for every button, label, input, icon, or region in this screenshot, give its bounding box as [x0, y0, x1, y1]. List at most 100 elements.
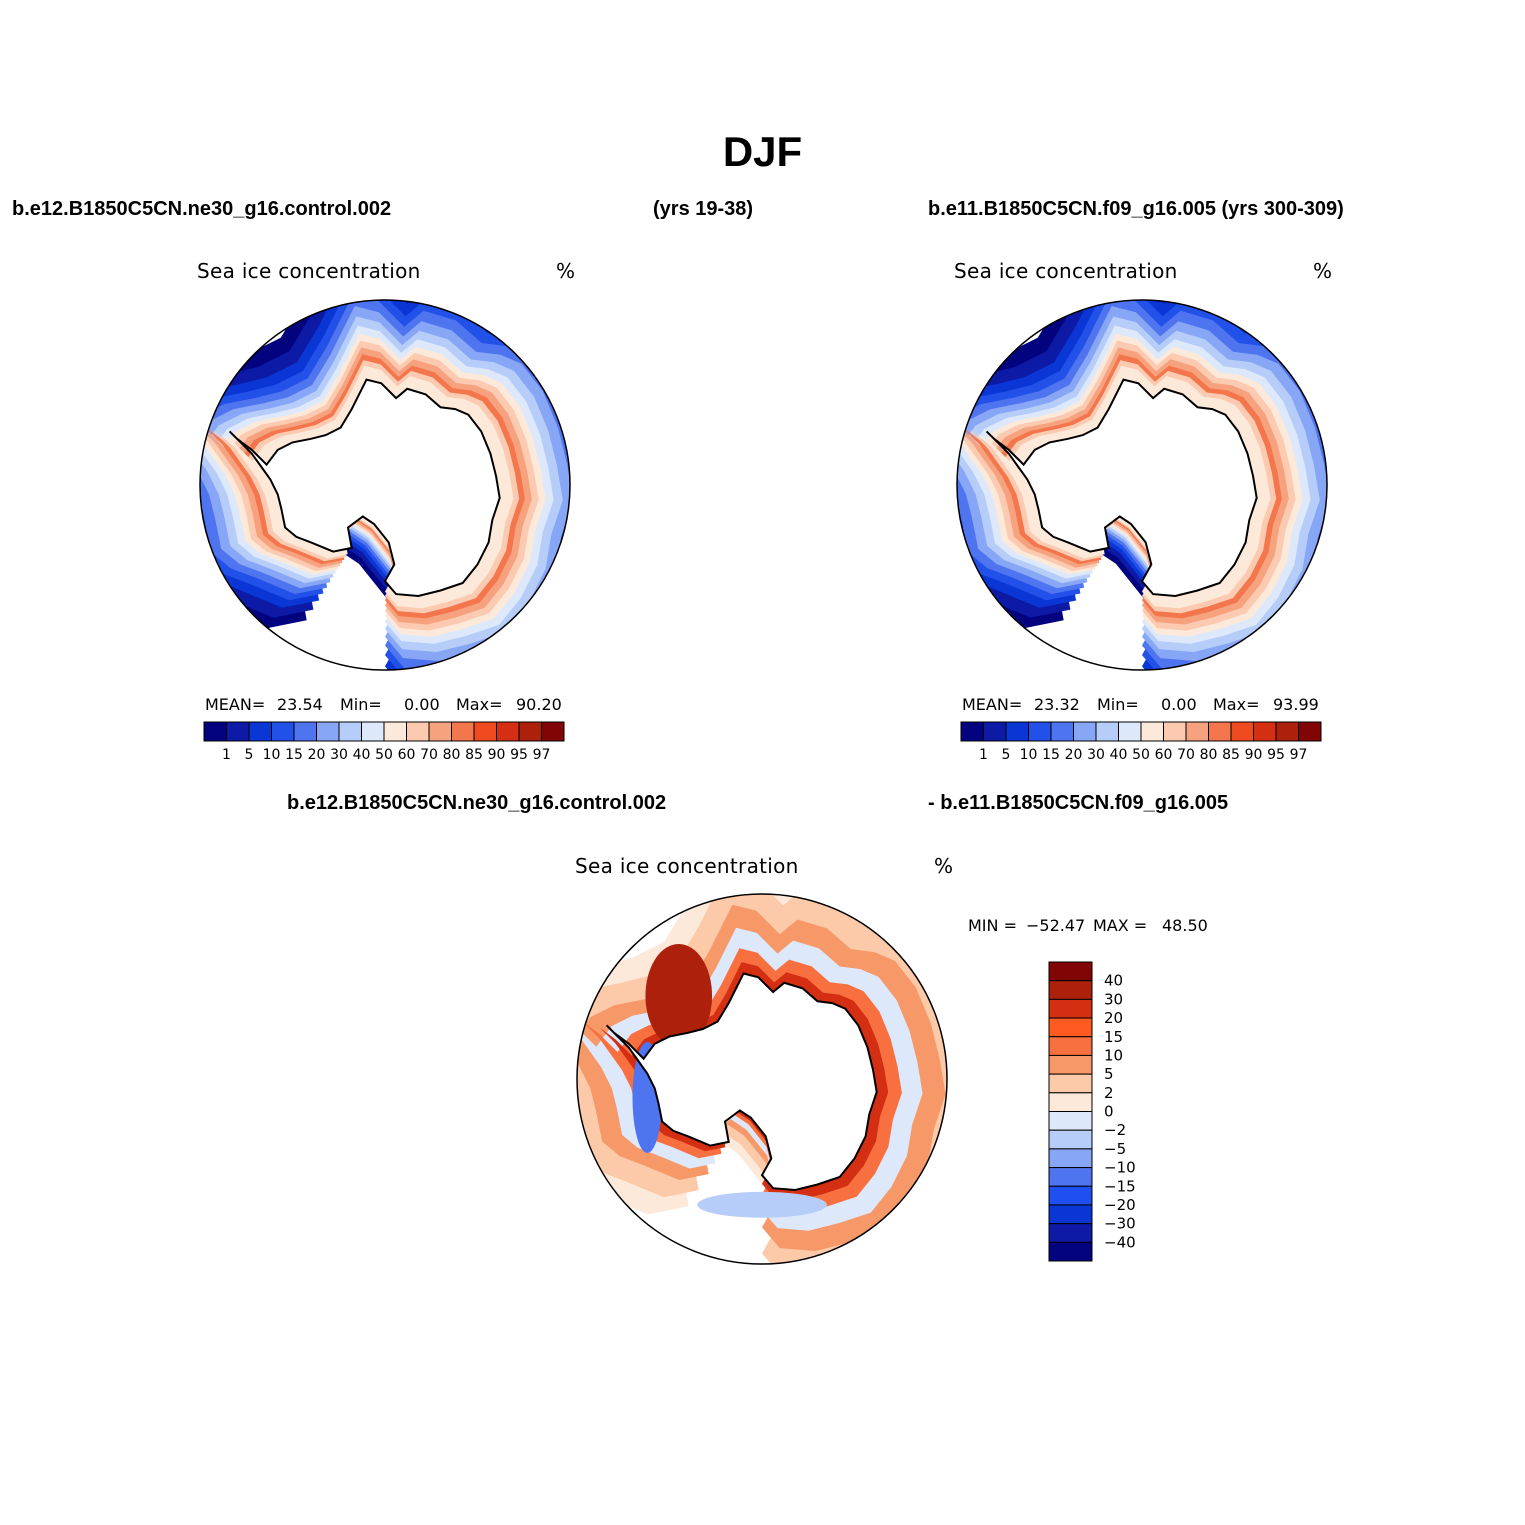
colorbar-swatch [1028, 721, 1052, 742]
colorbar-swatch [1048, 1017, 1093, 1038]
colorbar-swatch [406, 721, 430, 742]
colorbar-swatch [1050, 721, 1074, 742]
colorbar-tick-label: 95 [1267, 747, 1285, 763]
diff-hotspot [645, 943, 713, 1048]
colorbar-swatch [271, 721, 295, 742]
colorbar-tick-label: 1 [222, 747, 231, 763]
panel1-min-label: Min= [340, 695, 382, 714]
colorbar-swatch [1005, 721, 1029, 742]
diff-coldband [697, 1191, 827, 1218]
colorbar-swatch [226, 721, 250, 742]
map-border [199, 299, 571, 671]
panel3-units: % [934, 854, 954, 878]
colorbar-tick-label: 10 [1020, 747, 1038, 763]
map-border [576, 893, 948, 1265]
colorbar-swatch [1163, 721, 1187, 742]
colorbar-tick-label: −2 [1104, 1121, 1126, 1139]
panel1-colorbar: 1 5 10 15 20 30 40 50 60 70 80 85 90 95 97 [203, 721, 565, 763]
panel2-title: Sea ice concentration [954, 259, 1178, 283]
colorbar-swatch [1140, 721, 1164, 742]
panel2-mean-label: MEAN= [962, 695, 1023, 714]
colorbar-swatch [338, 721, 362, 742]
colorbar-tick-label: 80 [1200, 747, 1218, 763]
colorbar-swatch [1048, 1054, 1093, 1075]
colorbar-tick-label: 2 [1104, 1084, 1114, 1102]
panel3-max-label: MAX = [1093, 916, 1148, 935]
colorbar-tick-label: 15 [1042, 747, 1060, 763]
colorbar-tick-label: 1 [979, 747, 988, 763]
colorbar-tick-label: 20 [308, 747, 326, 763]
colorbar-tick-label: 20 [1104, 1009, 1123, 1027]
panel3-min-value: −52.47 [1026, 916, 1086, 935]
case-a-years: (yrs 19-38) [653, 198, 754, 220]
colorbar-swatch [428, 721, 452, 742]
colorbar-swatch [518, 721, 542, 742]
colorbar-swatch [1298, 721, 1322, 742]
colorbar-tick-label: 85 [1222, 747, 1240, 763]
colorbar-tick-label: −40 [1104, 1233, 1136, 1251]
diff-label-a: b.e12.B1850C5CN.ne30_g16.control.002 [287, 792, 667, 814]
colorbar-tick-label: −15 [1104, 1177, 1136, 1195]
colorbar-tick-label: 40 [1104, 972, 1123, 990]
colorbar-swatch [1073, 721, 1097, 742]
colorbar-tick-label: 60 [398, 747, 416, 763]
antarctica-landmass [605, 972, 878, 1192]
colorbar-tick-label: 40 [353, 747, 371, 763]
colorbar-swatch [1048, 998, 1093, 1019]
panel2-mean-value: 23.32 [1034, 695, 1080, 714]
colorbar-swatch [1048, 1204, 1093, 1225]
colorbar-swatch [1048, 980, 1093, 1000]
diff-label-b: - b.e11.B1850C5CN.f09_g16.005 [928, 792, 1229, 814]
colorbar-tick-label: 5 [1104, 1065, 1114, 1083]
case-b-label: b.e11.B1850C5CN.f09_g16.005 (yrs 300-309… [928, 198, 1344, 220]
colorbar-swatch [1118, 721, 1142, 742]
map-border [956, 299, 1328, 671]
colorbar-swatch [1048, 1036, 1093, 1056]
colorbar-swatch [383, 721, 407, 742]
colorbar-tick-label: 0 [1104, 1103, 1114, 1121]
colorbar-swatch [1048, 1185, 1093, 1206]
colorbar-tick-label: 5 [245, 747, 254, 763]
panel2-colorbar: 1 5 10 15 20 30 40 50 60 70 80 85 90 95 97 [960, 721, 1322, 763]
colorbar-swatch [1048, 1129, 1093, 1150]
colorbar-swatch [1048, 1111, 1093, 1131]
colorbar-tick-label: −5 [1104, 1140, 1126, 1158]
colorbar-tick-label: 5 [1002, 747, 1011, 763]
colorbar-tick-label: 70 [1177, 747, 1195, 763]
colorbar-tick-label: 10 [263, 747, 281, 763]
colorbar-tick-label: 30 [1087, 747, 1105, 763]
colorbar-swatch [541, 721, 565, 742]
colorbar-tick-label: 70 [420, 747, 438, 763]
colorbar-swatch [1048, 1223, 1093, 1243]
colorbar-swatch [1208, 721, 1232, 742]
colorbar-swatch [983, 721, 1007, 742]
panel2-min-value: 0.00 [1161, 695, 1197, 714]
panel1-max-value: 90.20 [516, 695, 562, 714]
colorbar-swatch [361, 721, 385, 742]
colorbar-swatch [1048, 1241, 1093, 1262]
colorbar-tick-label: 15 [1104, 1028, 1123, 1046]
colorbar-tick-label: −30 [1104, 1215, 1136, 1233]
panel1-map [199, 299, 571, 671]
colorbar-tick-label: −20 [1104, 1196, 1136, 1214]
case-a-label: b.e12.B1850C5CN.ne30_g16.control.002 [12, 198, 392, 220]
colorbar-tick-label: 20 [1065, 747, 1083, 763]
colorbar-tick-label: 90 [1245, 747, 1263, 763]
colorbar-tick-label: 95 [510, 747, 528, 763]
colorbar-tick-label: 15 [285, 747, 303, 763]
colorbar-tick-label: 97 [1290, 747, 1308, 763]
colorbar-swatch [203, 721, 227, 742]
panel2-min-label: Min= [1097, 695, 1139, 714]
colorbar-swatch [473, 721, 497, 742]
colorbar-tick-label: 10 [1104, 1046, 1123, 1064]
colorbar-swatch [1048, 961, 1093, 982]
colorbar-swatch [316, 721, 340, 742]
colorbar-swatch [293, 721, 317, 742]
colorbar-tick-label: 60 [1155, 747, 1173, 763]
colorbar-swatch [1048, 1092, 1093, 1112]
colorbar-swatch [451, 721, 475, 742]
colorbar-tick-label: 90 [488, 747, 506, 763]
panel3-max-value: 48.50 [1162, 916, 1208, 935]
colorbar-tick-label: 50 [1132, 747, 1150, 763]
